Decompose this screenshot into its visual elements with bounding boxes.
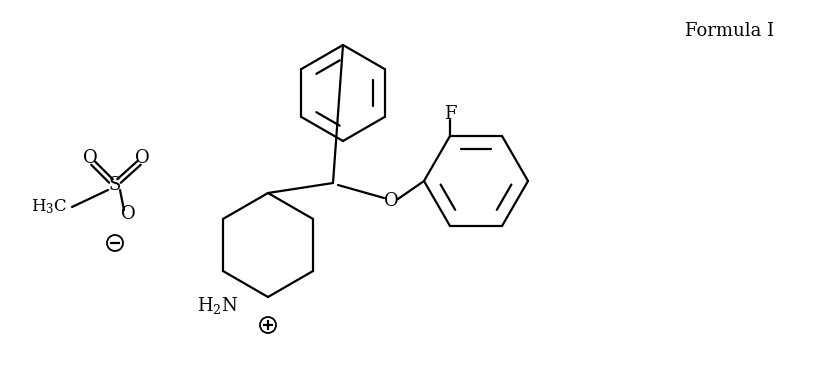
Text: O: O (384, 192, 399, 210)
Text: O: O (121, 205, 136, 223)
Text: O: O (83, 149, 97, 167)
Text: $\mathregular{H_3C}$: $\mathregular{H_3C}$ (31, 198, 67, 216)
Text: S: S (109, 176, 121, 194)
Text: F: F (444, 105, 456, 123)
Text: $\mathregular{H_2N}$: $\mathregular{H_2N}$ (196, 295, 238, 315)
Text: O: O (135, 149, 150, 167)
Text: Formula I: Formula I (686, 22, 774, 40)
